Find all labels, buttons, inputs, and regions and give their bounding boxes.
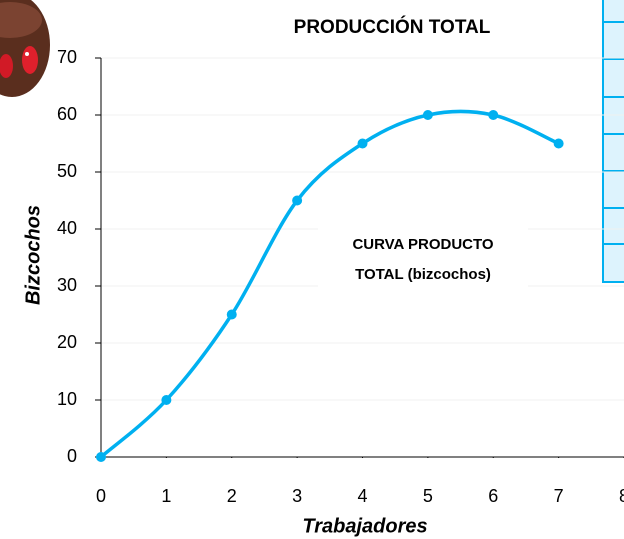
cake-decoration xyxy=(0,0,50,97)
data-point xyxy=(422,110,433,120)
x-axis-label: Trabajadores xyxy=(302,515,427,537)
x-tick-label: 3 xyxy=(292,486,302,506)
y-tick-label: 0 xyxy=(67,446,77,466)
data-point xyxy=(161,395,172,405)
data-point xyxy=(553,138,564,149)
x-tick-label: 7 xyxy=(554,486,564,506)
x-tick-label: 8 xyxy=(619,486,624,506)
x-tick-label: 0 xyxy=(96,486,106,506)
data-point xyxy=(488,110,499,120)
annotation: TOTAL (bizcochos) xyxy=(355,266,491,283)
y-tick-label: 30 xyxy=(57,275,77,295)
y-tick-label: 70 xyxy=(57,47,77,67)
side-table xyxy=(602,0,624,283)
y-axis-label: Bizcochos xyxy=(22,205,44,305)
x-tick-label: 2 xyxy=(227,486,237,506)
y-tick-label: 20 xyxy=(57,332,77,352)
x-tick-label: 5 xyxy=(423,486,433,506)
series-line xyxy=(99,109,560,459)
y-tick-label: 40 xyxy=(57,218,77,238)
chart-title: PRODUCCIÓN TOTAL xyxy=(294,16,491,38)
annotation: CURVA PRODUCTO xyxy=(352,236,493,253)
x-tick-label: 4 xyxy=(357,486,367,506)
x-tick-label: 6 xyxy=(488,486,498,506)
data-point xyxy=(96,452,106,462)
annotation-box xyxy=(318,226,528,296)
data-point xyxy=(292,195,303,206)
y-tick-label: 10 xyxy=(57,389,77,409)
data-point xyxy=(226,309,237,320)
y-tick-label: 60 xyxy=(57,104,77,124)
x-tick-label: 1 xyxy=(161,486,171,506)
y-tick-label: 50 xyxy=(57,161,77,181)
data-point xyxy=(357,138,368,149)
